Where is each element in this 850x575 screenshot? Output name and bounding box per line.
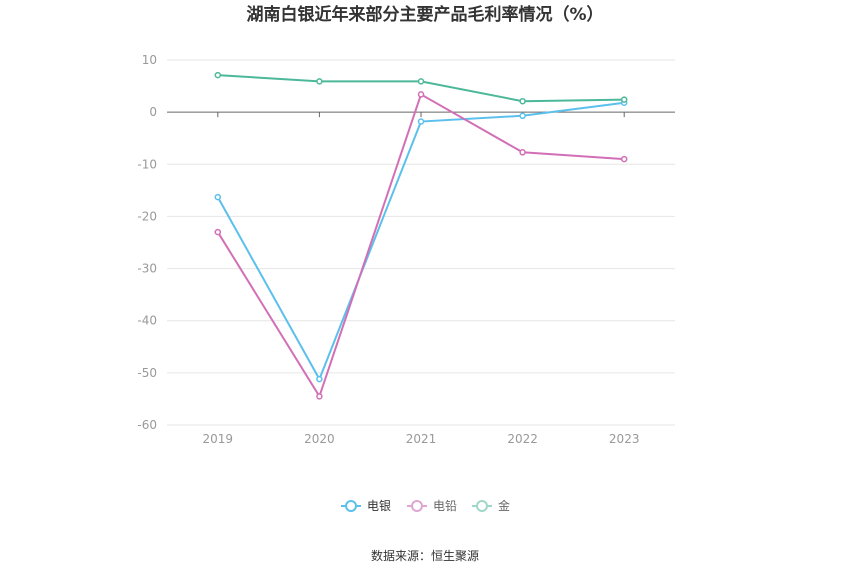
series-layer <box>214 71 628 400</box>
x-tick-label: 2020 <box>304 432 335 446</box>
legend-marker <box>411 500 423 512</box>
y-tick-label: -40 <box>137 314 157 328</box>
x-axis: 2019 2020 2021 2022 2023 <box>203 112 640 446</box>
legend-label: 电铅 <box>433 499 457 513</box>
data-point[interactable] <box>417 78 425 85</box>
legend-marker <box>345 500 357 512</box>
data-point[interactable] <box>316 78 323 85</box>
x-tick-label: 2023 <box>609 432 640 446</box>
data-point[interactable] <box>519 112 526 120</box>
series-line-1 <box>216 92 625 399</box>
grid-lines <box>167 59 675 426</box>
legend-label: 电银 <box>367 499 391 513</box>
data-point[interactable] <box>519 97 526 105</box>
y-tick-label: -50 <box>137 366 157 380</box>
data-point[interactable] <box>214 71 222 79</box>
y-tick-label: -60 <box>137 418 157 432</box>
legend-marker <box>476 500 488 512</box>
data-point[interactable] <box>214 193 222 201</box>
y-axis-ticks: 10 0 -10 -20 -30 -40 -50 -60 <box>137 53 157 432</box>
data-point[interactable] <box>620 155 628 163</box>
legend-label: 金 <box>498 498 510 513</box>
x-tick-label: 2019 <box>203 432 234 446</box>
y-tick-label: 0 <box>149 105 157 119</box>
legend[interactable]: 电银 电铅 金 <box>341 498 510 513</box>
chart-title: 湖南白银近年来部分主要产品毛利率情况（%） <box>246 4 603 25</box>
y-tick-label: -10 <box>137 157 157 171</box>
data-point[interactable] <box>417 118 425 125</box>
data-point[interactable] <box>417 91 425 98</box>
series-line-0 <box>216 101 625 382</box>
data-point[interactable] <box>214 228 222 236</box>
data-point[interactable] <box>519 149 526 156</box>
legend-item-1[interactable]: 电铅 <box>407 499 457 513</box>
data-source: 数据来源：恒生聚源 <box>371 548 479 563</box>
x-tick-label: 2022 <box>507 432 538 446</box>
legend-item-0[interactable]: 电银 <box>341 499 391 513</box>
y-tick-label: -30 <box>137 262 157 276</box>
data-point[interactable] <box>620 96 628 103</box>
data-point[interactable] <box>316 393 323 400</box>
y-tick-label: 10 <box>142 53 157 67</box>
x-tick-label: 2021 <box>406 432 437 446</box>
legend-item-2[interactable]: 金 <box>472 498 510 513</box>
y-tick-label: -20 <box>137 209 157 223</box>
data-point[interactable] <box>316 375 323 383</box>
